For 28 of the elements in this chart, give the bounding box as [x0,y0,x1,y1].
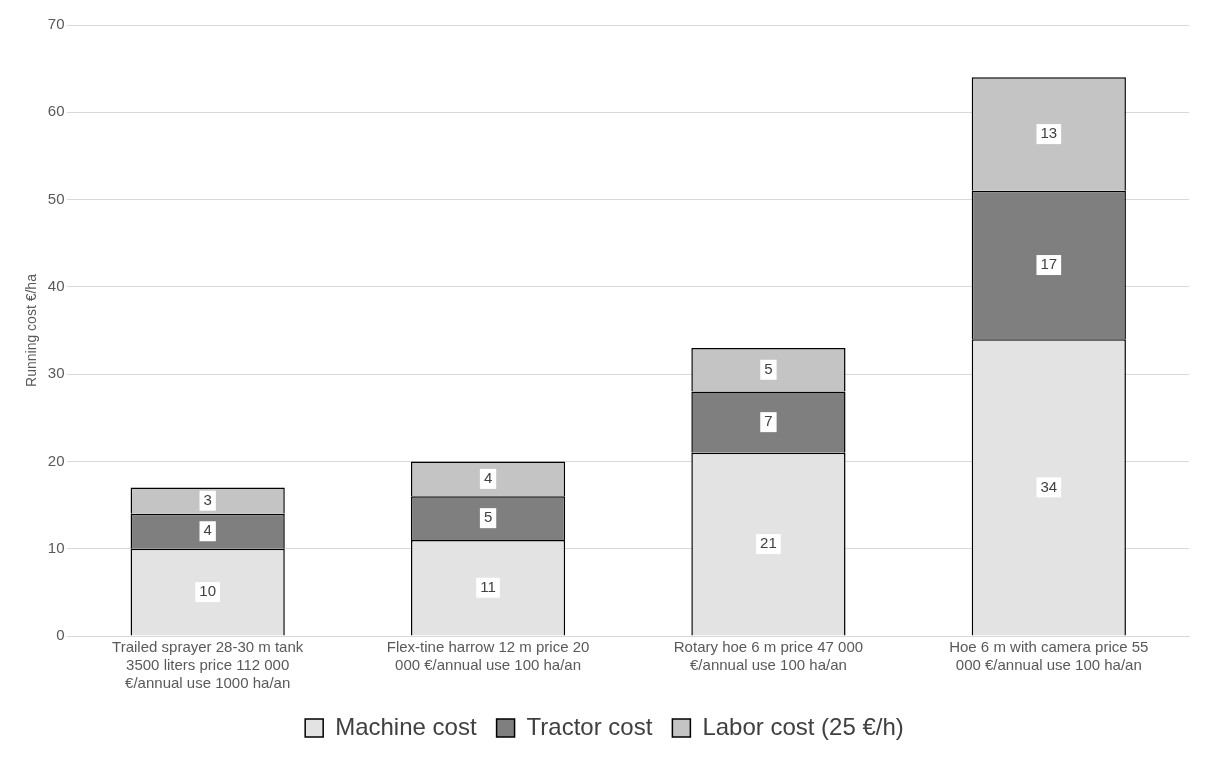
y-tick-label: 0 [56,626,65,644]
y-tick-label: 70 [47,15,65,33]
y-axis-title: Running cost €/ha [23,273,40,387]
x-tick-label: Hoe 6 m with camera price 55 000 €/annual use 100 ha/an [949,638,1149,674]
y-tick-label: 10 [47,538,65,556]
x-tick-label: Trailed sprayer 28-30 m tank 3500 liters price 112 000 €/annual use 1000 ha/an [112,638,304,692]
x-tick-label: Flex-tine harrow 12 m price 20 000 €/annual use 100 ha/an [386,638,590,674]
legend-label: Labor cost (25 €/h) [702,712,904,740]
data-label: 13 [1040,124,1058,142]
y-tick-label: 50 [47,189,65,207]
y-tick-label: 20 [47,451,65,469]
data-label: 17 [1040,255,1058,273]
data-label: 3 [203,490,212,508]
data-label: 4 [483,469,493,487]
data-label: 21 [760,534,777,552]
data-label: 4 [203,521,212,539]
y-tick-label: 60 [47,102,65,120]
data-label: 34 [1040,477,1058,495]
data-label: 7 [764,412,773,430]
legend-label: Tractor cost [526,712,653,740]
data-label: 11 [480,577,496,595]
data-label: 10 [199,582,217,600]
y-tick-label: 30 [47,364,65,382]
y-tick-label: 40 [47,277,65,294]
legend-label: Machine cost [335,712,477,740]
data-label: 5 [483,508,493,526]
data-label: 5 [764,359,773,377]
x-tick-label: Rotary hoe 6 m price 47 000 €/annual use 100 ha/an [673,638,864,674]
